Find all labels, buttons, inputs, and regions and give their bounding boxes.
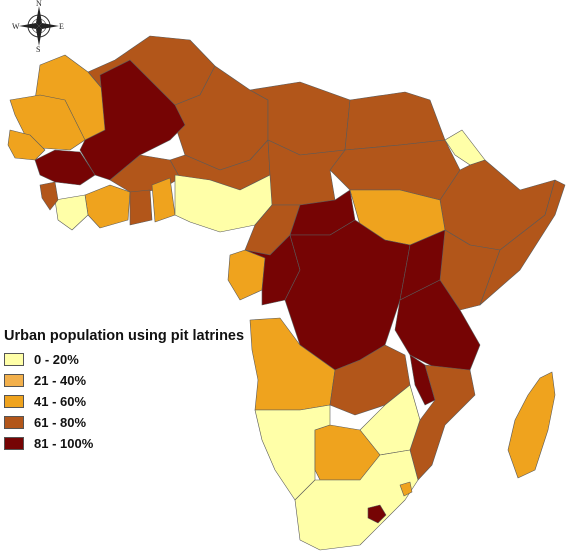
legend-swatch <box>4 395 24 408</box>
country-madagascar <box>507 371 556 479</box>
country-mozambique <box>409 364 476 481</box>
country-swaziland <box>399 481 413 497</box>
country-lesotho <box>367 504 387 524</box>
country-guinea <box>34 149 96 186</box>
legend-item: 21 - 40% <box>4 371 244 390</box>
country-tanzania <box>394 279 481 371</box>
legend-label: 0 - 20% <box>34 352 79 367</box>
legend-label: 41 - 60% <box>34 394 87 409</box>
legend-swatch <box>4 437 24 450</box>
compass-e: E <box>59 22 64 31</box>
country-gabon <box>227 249 266 301</box>
country-ivory-coast <box>84 184 131 229</box>
legend-label: 81 - 100% <box>34 436 94 451</box>
legend-swatch <box>4 374 24 387</box>
map-legend: Urban population using pit latrines 0 - … <box>4 328 244 455</box>
compass-rose-icon: N S E W <box>12 0 64 52</box>
legend-item: 61 - 80% <box>4 413 244 432</box>
country-sierra <box>39 181 59 211</box>
country-togo-benin <box>151 177 176 223</box>
legend-item: 41 - 60% <box>4 392 244 411</box>
country-liberia <box>54 194 89 231</box>
legend-item: 0 - 20% <box>4 350 244 369</box>
country-somalia <box>479 179 566 306</box>
country-ghana <box>129 189 153 226</box>
legend-label: 21 - 40% <box>34 373 87 388</box>
legend-swatch <box>4 416 24 429</box>
compass-w: W <box>12 22 20 31</box>
legend-title: Urban population using pit latrines <box>4 328 245 344</box>
country-malawi <box>409 354 436 406</box>
country-south-africa <box>294 449 419 551</box>
country-egypt <box>344 91 446 151</box>
compass-s: S <box>36 45 40 52</box>
compass-n: N <box>36 0 42 8</box>
legend-swatch <box>4 353 24 366</box>
legend-label: 61 - 80% <box>34 415 87 430</box>
legend-item: 81 - 100% <box>4 434 244 453</box>
